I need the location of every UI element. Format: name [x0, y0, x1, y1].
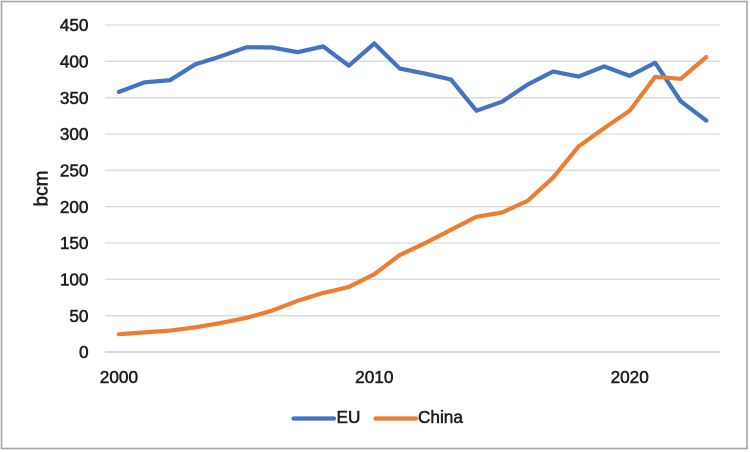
svg-text:200: 200	[60, 197, 89, 217]
svg-text:300: 300	[60, 124, 89, 144]
svg-text:250: 250	[60, 161, 89, 181]
svg-text:400: 400	[60, 52, 89, 72]
svg-text:2020: 2020	[611, 367, 649, 387]
svg-text:EU: EU	[337, 407, 361, 427]
svg-text:100: 100	[60, 270, 89, 290]
svg-text:150: 150	[60, 233, 89, 253]
svg-text:0: 0	[79, 342, 89, 362]
svg-text:50: 50	[69, 306, 88, 326]
svg-text:450: 450	[60, 15, 89, 35]
svg-text:350: 350	[60, 88, 89, 108]
svg-text:bcm: bcm	[32, 171, 53, 207]
svg-text:2000: 2000	[100, 367, 138, 387]
svg-text:2010: 2010	[355, 367, 393, 387]
svg-text:China: China	[418, 407, 463, 427]
